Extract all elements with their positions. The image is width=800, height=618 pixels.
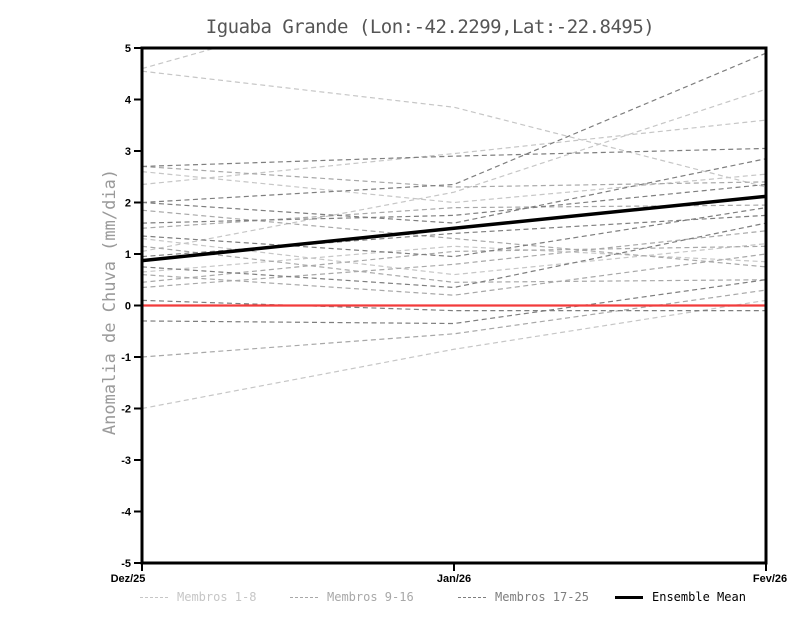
member-line-membro-1 [142,70,766,188]
member-line-membro-24 [142,299,766,312]
x-tick-label: Jan/26 [437,573,471,585]
member-line-membro-9 [142,289,766,358]
member-line-membro-14 [142,253,766,296]
member-line-membro-6 [142,171,766,204]
dashed-line-swatch-medium [290,596,318,598]
x-tick-label: Fev/26 [753,573,787,585]
member-line-membro-3 [142,299,766,410]
legend-label: Ensemble Mean [652,590,746,604]
legend-item-ensemble-mean: Ensemble Mean [615,589,746,605]
legend-item-membros-1-8: Membros 1-8 [140,589,256,605]
y-tick-label: 1 [125,249,131,261]
y-tick-label: -5 [121,558,131,570]
dashed-line-swatch-light [140,596,168,598]
member-line-membro-19 [142,158,766,224]
solid-line-swatch-black [615,595,643,599]
member-line-membro-12 [142,230,766,289]
member-line-membro-17 [142,52,766,204]
dashed-line-swatch-dark [458,596,486,598]
member-line-membro-4 [142,88,766,253]
y-tick-label: -3 [121,455,131,467]
member-line-membro-25 [142,279,766,325]
member-line-membro-11 [142,209,766,268]
legend-item-membros-9-16: Membros 9-16 [290,589,414,605]
member-line-membro-10 [142,165,766,188]
y-tick-label: 2 [125,198,131,210]
y-tick-label: 0 [125,301,131,313]
y-tick-label: 3 [125,146,131,158]
member-line-membro-18 [142,147,766,168]
legend-label: Membros 1-8 [177,590,257,604]
y-tick-label: -1 [121,352,131,364]
member-line-membro-20 [142,183,766,224]
legend-label: Membros 9-16 [327,590,414,604]
y-tick-label: -4 [121,507,132,519]
y-tick-label: 5 [125,43,131,55]
member-line-membro-21 [142,207,766,258]
legend-item-membros-17-25: Membros 17-25 [458,589,589,605]
legend: Membros 1-8 Membros 9-16 Membros 17-25 E… [0,589,800,607]
ensemble-mean-line [142,194,766,263]
legend-label: Membros 17-25 [495,590,589,604]
member-line-membro-2 [142,48,218,70]
member-line-membro-8 [142,245,766,273]
member-line-membro-13 [142,245,766,283]
x-tick-label: Dez/25 [111,573,146,585]
member-line-membro-16 [142,245,766,283]
chart-title: Iguaba Grande (Lon:-42.2299,Lat:-22.8495… [205,16,655,38]
y-tick-label: -2 [121,404,131,416]
member-line-membro-23 [142,222,766,289]
member-line-membro-5 [142,119,766,186]
y-tick-label: 4 [125,95,132,107]
